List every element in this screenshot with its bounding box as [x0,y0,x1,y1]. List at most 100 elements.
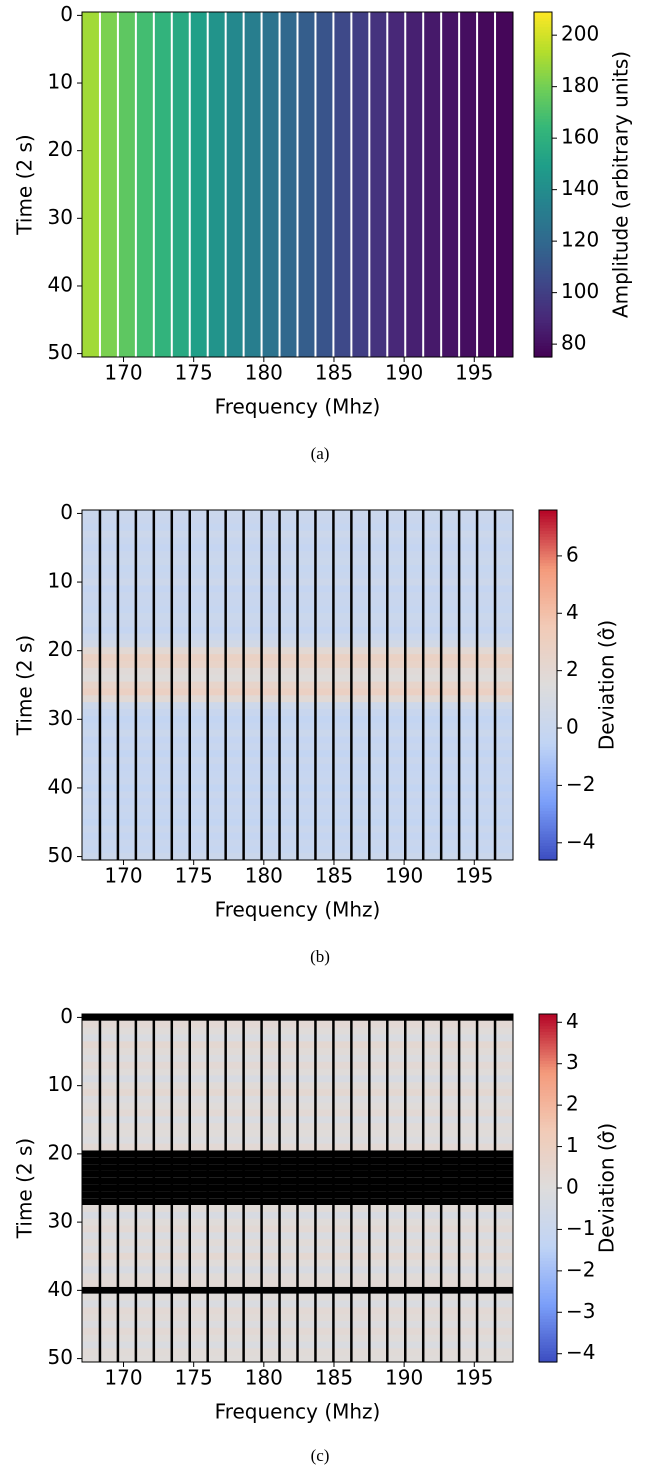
colorbar-segment [539,1306,557,1311]
colorbar-segment [539,816,557,820]
colorbar-segment [539,1080,557,1085]
column-cell [189,12,208,357]
colorbar-segment [539,749,557,753]
colorbar-segment [539,836,557,841]
colorbar-segment [539,609,557,613]
colorbar-segment [539,1159,557,1163]
colorbar-segment [534,14,552,19]
colorbar-segment [534,244,552,249]
colorbar-segment [539,536,557,540]
colorbar-segment [539,1301,557,1305]
colorbar-segment [534,221,552,226]
colorbar-segment [539,620,557,625]
colorbar-segment [534,115,552,119]
colorbar-segment [539,510,557,514]
column-cell [261,12,280,357]
colorbar-segment [534,78,552,82]
colorbar-segment [539,1086,557,1090]
colorbar-tick-label: −1 [566,1216,595,1240]
panel: 170 175 180 185 190 195 0 10 20 30 40 50 Frequency (… [13,2,633,463]
colorbar-segment [539,728,557,733]
colorbar-segment [539,1219,557,1224]
column-cell [135,12,154,357]
colorbar-segment [534,144,552,148]
colorbar-segment [534,250,552,255]
y-tick-label: 10 [48,569,73,593]
colorbar-segment [534,190,552,194]
column-cell [207,12,226,357]
colorbar-segment [539,854,557,858]
column-cell [441,12,460,357]
colorbar-segment [534,60,552,65]
colorbar-segment [539,772,557,777]
colorbar-segment [539,851,557,855]
column-cell [423,12,442,357]
caption: (b) [310,947,330,966]
colorbar-tick-label: 100 [561,279,599,303]
column-cell [243,12,262,357]
colorbar-segment [539,714,557,718]
plot-frame [81,11,514,358]
colorbar-segment [534,155,552,160]
colorbar-segment [539,655,557,660]
colorbar-segment [539,664,557,669]
colorbar-segment [539,720,557,724]
colorbar-segment [539,725,557,730]
colorbar-segment [539,1135,557,1140]
column-cell [495,12,513,357]
colorbar-segment [534,164,552,168]
colorbar-segment [539,1248,557,1253]
colorbar-segment [539,597,557,602]
colorbar-segment [539,830,557,835]
colorbar-segment [534,313,552,318]
colorbar-segment [539,737,557,742]
colorbar-segment [534,354,552,358]
colorbar-tick-label: 80 [561,331,586,355]
colorbar-segment [539,1243,557,1247]
colorbar-segment [539,661,557,666]
x-tick-label: 180 [245,864,283,888]
colorbar-segment [539,1083,557,1088]
colorbar-frame [538,509,558,861]
colorbar-segment [534,207,552,211]
colorbar-segment [534,305,552,309]
colorbar-segment [539,1304,557,1308]
colorbar-tick-label: 4 [566,1009,579,1033]
colorbar-segment [539,1350,557,1354]
colorbar-segment [534,118,552,122]
colorbar-segment [539,1324,557,1328]
colorbar-segment [539,1109,557,1114]
colorbar-segment [534,270,552,275]
colorbar-segment [539,746,557,750]
colorbar-segment [539,848,557,852]
colorbar-segment [539,1185,557,1189]
colorbar-segment [539,644,557,648]
colorbar-segment [539,1147,557,1151]
x-tick-label: 190 [385,1366,423,1390]
colorbar-segment [539,1330,557,1334]
colorbar-segment [539,1089,557,1093]
colorbar-segment [534,253,552,257]
colorbar-segment [539,629,557,634]
colorbar-segment [539,1161,557,1166]
x-tick-label: 190 [385,864,423,888]
colorbar-segment [539,585,557,590]
y-axis-label: Time (2 s) [13,1138,37,1239]
x-tick-label: 185 [315,361,353,385]
colorbar-segment [539,1275,557,1279]
colorbar-segment [539,515,557,520]
colorbar-label: Amplitude (arbitrary units) [609,51,633,318]
colorbar-segment [534,135,552,140]
colorbar-segment [534,129,552,134]
colorbar-segment [539,1072,557,1076]
colorbar-segment [539,1031,557,1035]
colorbar-segment [539,1205,557,1209]
colorbar-tick-label: 0 [566,1175,579,1199]
column-cell [297,12,316,357]
colorbar-segment [539,1066,557,1070]
colorbar-tick-label: −4 [566,1340,595,1364]
colorbar-segment [539,1269,557,1273]
colorbar-segment [539,1115,557,1119]
colorbar-segment [539,807,557,812]
colorbar-segment [539,676,557,680]
